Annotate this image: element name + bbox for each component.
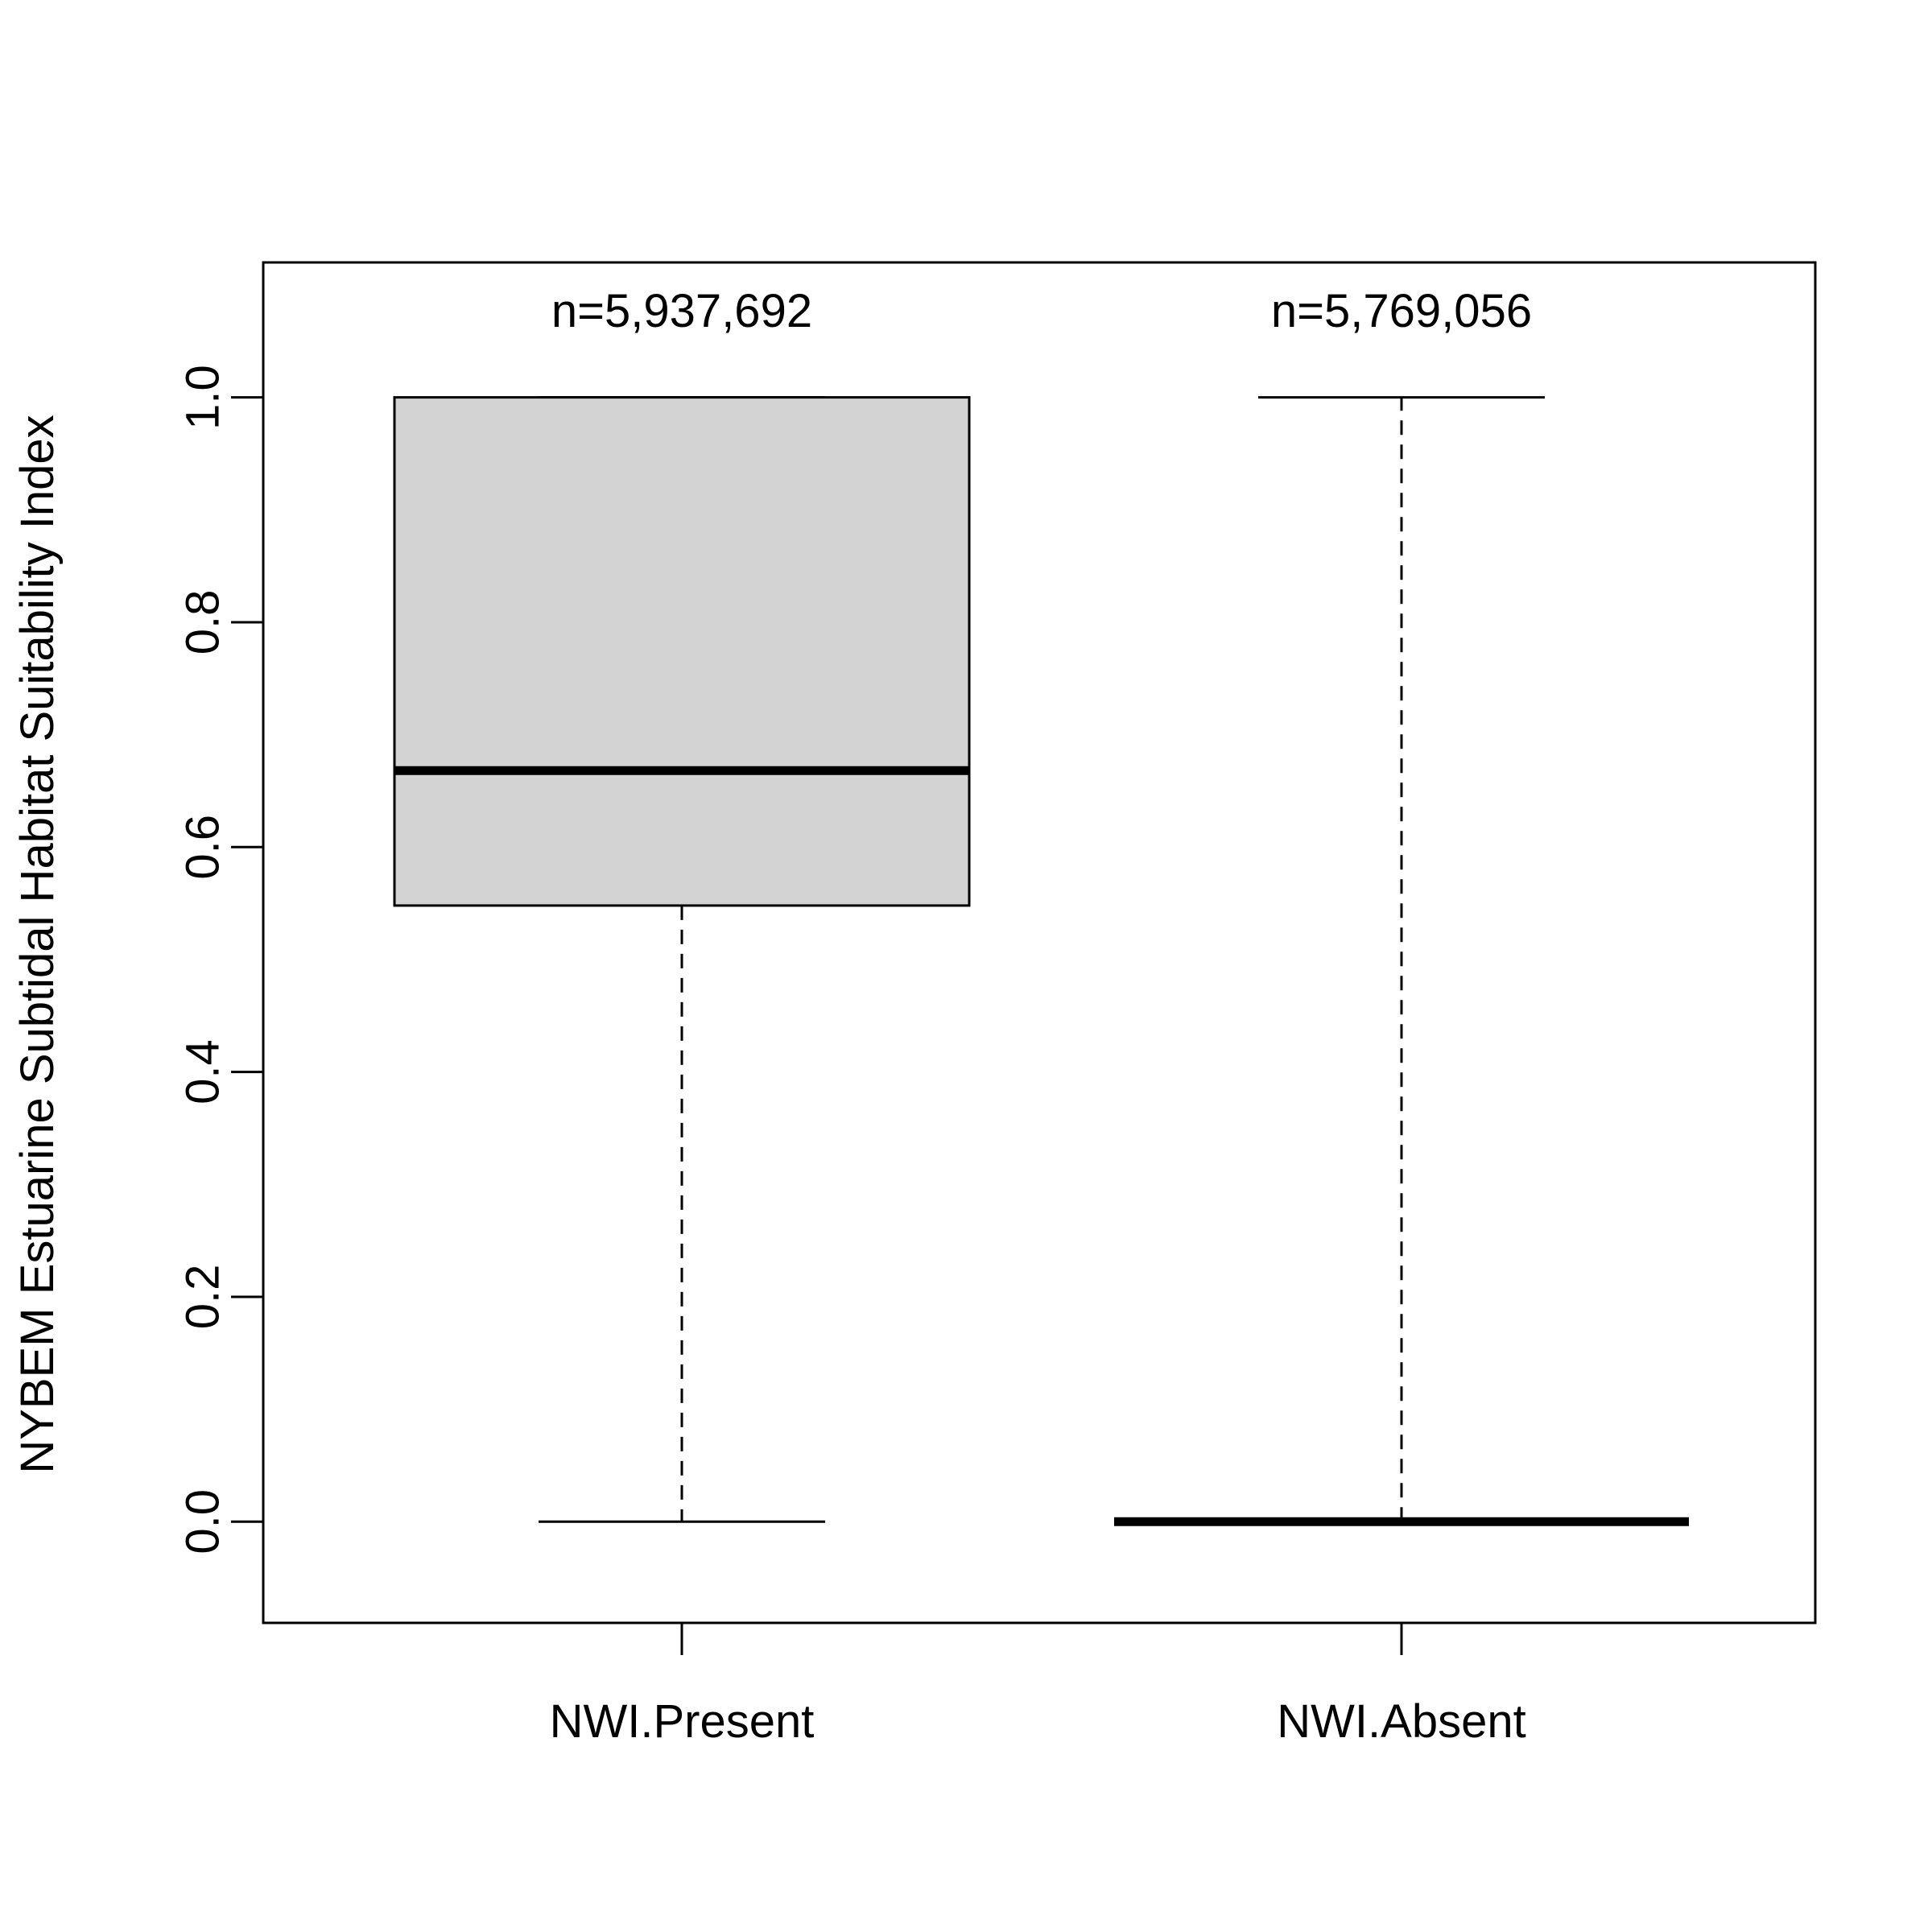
- annotations: n=5,937,692 n=5,769,056: [551, 285, 1532, 337]
- y-tick-label: 0.4: [177, 1039, 229, 1104]
- iqr-box: [393, 396, 971, 907]
- x-tick-label: NWI.Absent: [1277, 1695, 1525, 1748]
- x-axis: NWI.Present NWI.Absent: [550, 1623, 1526, 1748]
- y-tick-label: 0.2: [177, 1265, 229, 1330]
- boxes-layer: [393, 396, 1689, 1526]
- box-NWI.Absent: [1114, 396, 1689, 1526]
- y-tick-label: 1.0: [177, 365, 229, 430]
- y-axis-label: NYBEM Estuarine Subtidal Habitat Suitabi…: [11, 415, 64, 1473]
- y-tick-label: 0.8: [177, 590, 229, 655]
- y-tick-label: 0.6: [177, 815, 229, 880]
- sample-size-label: n=5,937,692: [551, 285, 812, 337]
- y-tick-label: 0.0: [177, 1489, 229, 1554]
- x-tick-label: NWI.Present: [550, 1695, 815, 1748]
- y-axis: 0.0 0.2 0.4 0.6 0.8 1.0: [177, 365, 265, 1554]
- sample-size-label: n=5,769,056: [1271, 285, 1532, 337]
- box-NWI.Present: [393, 396, 971, 1523]
